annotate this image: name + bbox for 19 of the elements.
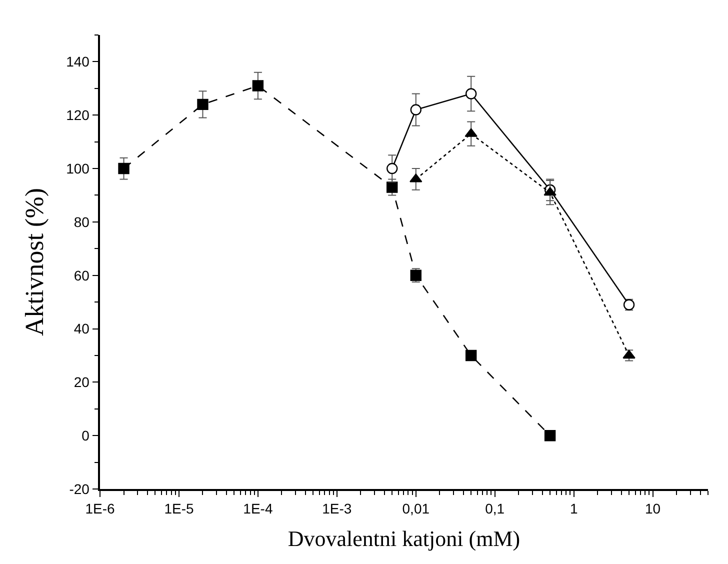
y-tick-label: 20 [74,374,90,390]
x-tick-label: 0,1 [485,500,505,517]
y-tick-label: -20 [69,480,90,497]
x-tick-label: 1E-6 [85,500,115,517]
y-axis-title: Aktivnost (%) [20,188,49,336]
x-tick-label: 1 [570,500,578,517]
x-tick-label: 1E-4 [243,500,273,517]
x-tick-label: 0,01 [402,500,430,517]
y-tick-label: 80 [74,214,90,230]
x-tick-label: 1E-5 [164,500,194,517]
y-tick-label: 0 [82,427,90,444]
y-tick-label: 40 [74,320,90,337]
y-tick-label: 140 [66,54,90,70]
y-tick-label: 100 [66,160,90,176]
x-tick-label: 1E-3 [322,500,352,517]
x-tick-label: 10 [645,500,661,517]
x-axis-title: Dvovalentni katjoni (mM) [288,526,520,551]
y-tick-label: 120 [66,107,90,124]
y-tick-label: 60 [74,267,90,284]
